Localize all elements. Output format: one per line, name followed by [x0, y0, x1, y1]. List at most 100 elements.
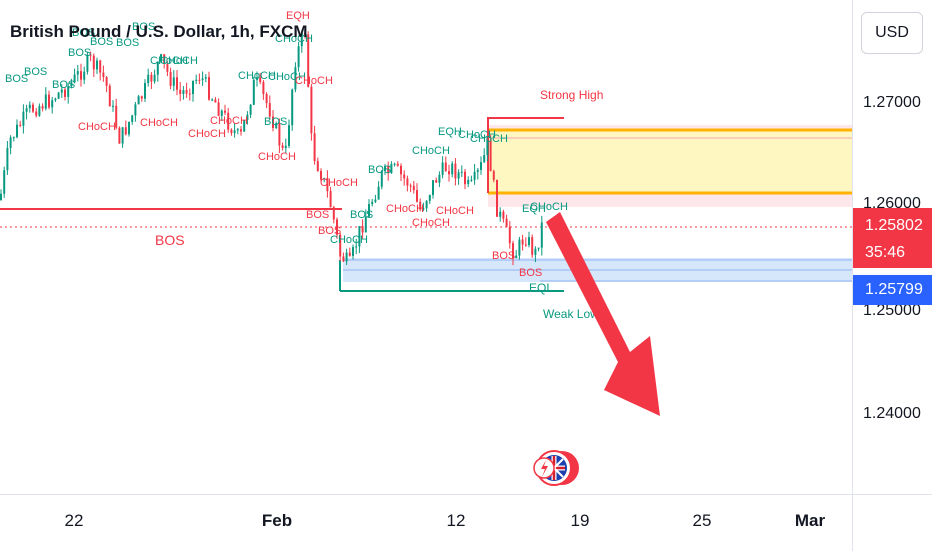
price-scale[interactable]: USD 1.27000 1.26000 1.25000 1.24000 1.25…: [852, 0, 932, 494]
candle-body: [310, 86, 313, 134]
eql-label: EQL: [529, 281, 553, 295]
candle-body: [502, 211, 505, 219]
candle-body: [284, 145, 287, 148]
candle-body: [304, 32, 306, 35]
candle-body: [140, 96, 143, 99]
candle-body: [380, 170, 383, 187]
candle-body: [489, 140, 492, 172]
candle-body: [86, 54, 89, 72]
candle-body: [134, 104, 137, 116]
structure-label: CHoCH: [188, 128, 226, 140]
time-tick: 25: [692, 511, 712, 530]
candle-body: [150, 74, 153, 82]
candle-body: [272, 116, 274, 129]
candle-body: [185, 90, 188, 94]
candle-body: [297, 46, 300, 68]
price-tick: 1.25000: [863, 302, 921, 319]
candle-body: [204, 77, 207, 79]
candle-body: [505, 218, 508, 227]
structure-label: BOS: [264, 116, 287, 128]
crosshair-price-tag: 1.25799: [853, 275, 932, 305]
candle-body: [448, 171, 450, 175]
candle-body: [12, 137, 15, 139]
candle-body: [262, 81, 265, 95]
candle-body: [460, 171, 463, 173]
candle-body: [451, 163, 454, 175]
supply-zone: [488, 131, 852, 193]
candle-body: [348, 252, 351, 256]
candle-body: [540, 222, 543, 248]
candle-body: [22, 111, 25, 126]
candle-body: [313, 133, 316, 162]
candles: [0, 28, 543, 266]
candle-body: [329, 191, 332, 208]
candle-body: [432, 180, 434, 196]
candle-body: [9, 137, 12, 149]
strong-high-label: Strong High: [540, 88, 603, 102]
structure-label: CHoCH: [258, 151, 296, 163]
candle-body: [534, 248, 537, 255]
candle-body: [44, 94, 47, 109]
candle-body: [416, 190, 418, 202]
candle-body: [6, 148, 9, 171]
structure-label: BOS: [72, 27, 95, 39]
structure-label: EQH: [286, 10, 310, 22]
candle-body: [428, 195, 431, 201]
candle-body: [374, 199, 377, 202]
candle-body: [345, 252, 348, 262]
structure-label: CHoCH: [330, 234, 368, 246]
structure-label: BOS: [306, 209, 329, 221]
candle-body: [208, 77, 210, 100]
candle-body: [265, 94, 268, 104]
candle-body: [96, 60, 98, 70]
structure-label: CHoCH: [150, 55, 188, 67]
candle-body: [73, 74, 76, 83]
candle-body: [179, 89, 182, 95]
candle-body: [512, 243, 514, 259]
candle-body: [41, 106, 44, 109]
structure-label: CHoCH: [160, 55, 198, 67]
structure-label: CHoCH: [268, 71, 306, 83]
candle-body: [172, 77, 175, 86]
structure-label: EQH: [438, 126, 462, 138]
structure-label: BOS: [318, 225, 341, 237]
price-tick: 1.26000: [863, 195, 921, 212]
chart-pane[interactable]: BOS BOS BOS BOS BOS BOS BOS BOS CHoCH CHoCH CHoCH C…: [0, 0, 852, 494]
structure-label: BOS: [52, 79, 75, 91]
candle-body: [137, 96, 140, 105]
structure-label: CHoCH: [458, 129, 496, 141]
currency-button[interactable]: USD: [861, 12, 923, 54]
candle-body: [508, 226, 511, 244]
candle-body: [361, 226, 364, 233]
candle-body: [528, 237, 530, 246]
structure-label: CHoCH: [295, 75, 333, 87]
time-scale[interactable]: 22 Feb 12 19 25 Mar: [0, 494, 852, 551]
candle-body: [470, 179, 473, 181]
candle-body: [64, 89, 66, 97]
price-tick: 1.24000: [863, 405, 921, 422]
candle-body: [435, 180, 438, 183]
symbol-title[interactable]: British Pound / U.S. Dollar, 1h, FXCM: [10, 22, 308, 41]
candle-body: [294, 67, 297, 90]
candle-body: [278, 123, 281, 146]
candle-body: [19, 124, 22, 126]
time-tick: Feb: [261, 511, 293, 530]
candle-body: [400, 165, 402, 175]
candle-body: [80, 71, 82, 80]
forecast-arrow: [546, 212, 660, 416]
candle-body: [166, 63, 169, 72]
candle-body: [291, 89, 294, 126]
candle-body: [496, 179, 498, 217]
economic-event-icon[interactable]: [533, 450, 579, 486]
candle-body: [352, 247, 354, 256]
candle-body: [192, 80, 194, 95]
candle-body: [486, 140, 489, 156]
candle-body: [156, 61, 159, 75]
candle-body: [131, 115, 134, 122]
structure-label: CHoCH: [412, 217, 450, 229]
candle-body: [358, 226, 361, 247]
candle-body: [198, 79, 201, 81]
candle-body: [499, 211, 502, 217]
